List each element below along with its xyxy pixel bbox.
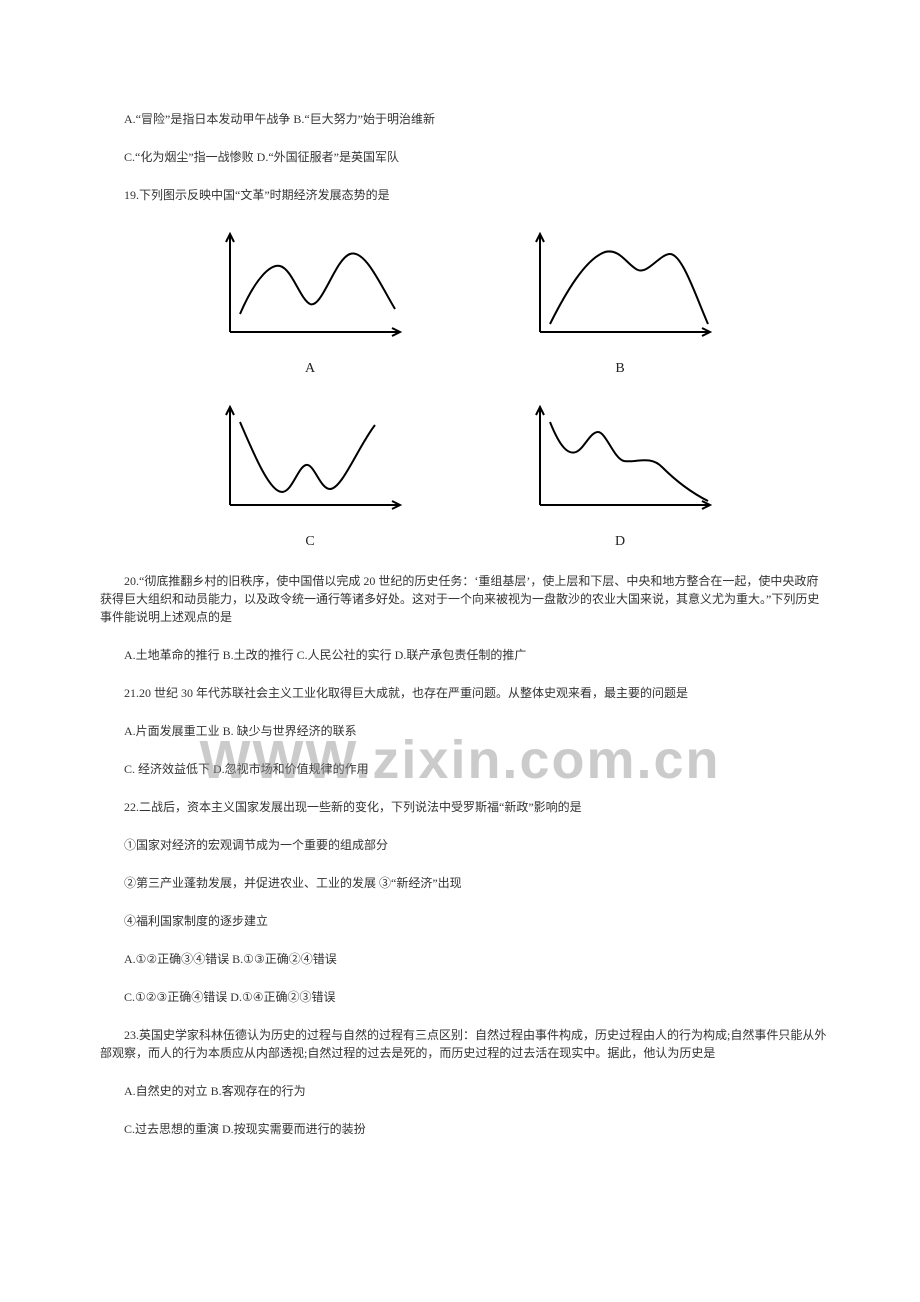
curve-c — [240, 422, 375, 492]
chart-label-a: A — [185, 358, 435, 379]
chart-label-d: D — [495, 531, 745, 552]
q21-stem: 21.20 世纪 30 年代苏联社会主义工业化取得巨大成就，也存在严重问题。从整… — [100, 684, 830, 702]
q23-options-ab: A.自然史的对立 B.客观存在的行为 — [100, 1082, 830, 1100]
q21-options-cd: C. 经济效益低下 D.忽视市场和价值规律的作用 — [100, 760, 830, 778]
chart-svg-a — [200, 224, 420, 354]
chart-cell-a: A — [185, 224, 435, 379]
q21-options-ab: A.片面发展重工业 B. 缺少与世界经济的联系 — [100, 722, 830, 740]
q22-s2: ②第三产业蓬勃发展，并促进农业、工业的发展 ③“新经济”出现 — [100, 874, 830, 892]
curve-b — [550, 251, 708, 324]
q23-stem: 23.英国史学家科林伍德认为历史的过程与自然的过程有三点区别：自然过程由事件构成… — [100, 1026, 830, 1062]
chart-row-1: A B — [185, 224, 745, 379]
chart-svg-c — [200, 397, 420, 527]
page-content: A.“冒险”是指日本发动甲午战争 B.“巨大努力”始于明治维新 C.“化为烟尘”… — [100, 110, 830, 1138]
q22-s1: ①国家对经济的宏观调节成为一个重要的组成部分 — [100, 836, 830, 854]
q23-options-cd: C.过去思想的重演 D.按现实需要而进行的装扮 — [100, 1120, 830, 1138]
q19-chart-grid: A B — [185, 224, 745, 552]
curve-a — [240, 254, 395, 314]
q18-options-cd: C.“化为烟尘”指一战惨败 D.“外国征服者”是英国军队 — [100, 148, 830, 166]
curve-d — [550, 422, 708, 501]
chart-cell-d: D — [495, 397, 745, 552]
chart-row-2: C D — [185, 397, 745, 552]
q22-s3: ④福利国家制度的逐步建立 — [100, 912, 830, 930]
q20-options: A.土地革命的推行 B.土改的推行 C.人民公社的实行 D.联产承包责任制的推广 — [100, 646, 830, 664]
chart-cell-b: B — [495, 224, 745, 379]
q18-options-ab: A.“冒险”是指日本发动甲午战争 B.“巨大努力”始于明治维新 — [100, 110, 830, 128]
q22-stem: 22.二战后，资本主义国家发展出现一些新的变化，下列说法中受罗斯福“新政”影响的… — [100, 798, 830, 816]
chart-cell-c: C — [185, 397, 435, 552]
q22-options-cd: C.①②③正确④错误 D.①④正确②③错误 — [100, 988, 830, 1006]
chart-label-b: B — [495, 358, 745, 379]
q19-stem: 19.下列图示反映中国“文革”时期经济发展态势的是 — [100, 186, 830, 204]
chart-svg-b — [510, 224, 730, 354]
chart-label-c: C — [185, 531, 435, 552]
chart-svg-d — [510, 397, 730, 527]
q20-stem: 20.“彻底推翻乡村的旧秩序，使中国借以完成 20 世纪的历史任务：‘重组基层’… — [100, 572, 830, 626]
q22-options-ab: A.①②正确③④错误 B.①③正确②④错误 — [100, 950, 830, 968]
